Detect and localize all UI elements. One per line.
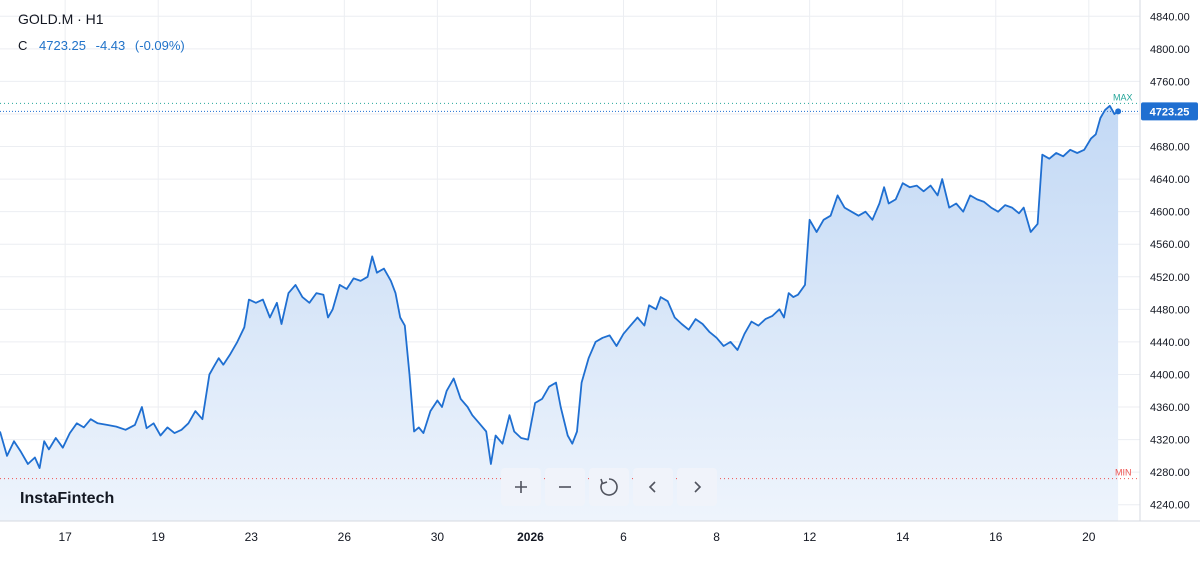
- x-tick-label: 30: [431, 530, 445, 544]
- y-tick-label: 4280.00: [1150, 467, 1190, 479]
- x-tick-label: 19: [152, 530, 166, 544]
- reset-icon: [600, 478, 618, 496]
- brand-logo: InstaFintech: [20, 490, 115, 507]
- y-tick-label: 4680.00: [1150, 142, 1190, 154]
- price-axis[interactable]: 4240.00 4280.00 4320.00 4360.00 4400.00 4440.…: [1139, 0, 1198, 521]
- chart-toolbar: [501, 468, 717, 506]
- x-tick-label: 6: [620, 530, 627, 544]
- last-price-badge: [1141, 102, 1198, 121]
- y-tick-label: 4320.00: [1150, 435, 1190, 447]
- chart-legend: GOLD.M · H1 C 4723.25 -4.43 (-0.09%): [18, 10, 191, 54]
- y-tick-label: 4640.00: [1150, 174, 1190, 186]
- x-tick-label: 16: [989, 530, 1003, 544]
- min-label: MIN: [1115, 468, 1132, 478]
- close-label: C: [18, 38, 28, 53]
- x-tick-label: 26: [338, 530, 352, 544]
- y-tick-label: 4800.00: [1150, 44, 1190, 56]
- y-tick-label: 4240.00: [1150, 500, 1190, 512]
- y-tick-label: 4840.00: [1150, 11, 1190, 23]
- price-area-fill: [0, 105, 1119, 522]
- y-tick-label: 4560.00: [1150, 239, 1190, 251]
- reference-lines: MAX MIN: [0, 92, 1140, 480]
- x-tick-label: 14: [896, 530, 910, 544]
- y-tick-label: 4600.00: [1150, 207, 1190, 219]
- reset-button[interactable]: [589, 468, 629, 506]
- x-tick-label: 23: [245, 530, 259, 544]
- y-tick-label: 4440.00: [1150, 337, 1190, 349]
- scroll-left-button[interactable]: [633, 468, 673, 506]
- y-tick-label: 4360.00: [1150, 402, 1190, 414]
- zoom-out-button[interactable]: [545, 468, 585, 506]
- y-tick-label: 4520.00: [1150, 272, 1190, 284]
- max-label: MAX: [1113, 92, 1133, 102]
- x-tick-label: 20: [1082, 530, 1096, 544]
- last-price-dot: [1115, 108, 1122, 115]
- x-tick-label: 17: [58, 530, 72, 544]
- x-tick-label: 12: [803, 530, 817, 544]
- scroll-right-button[interactable]: [677, 468, 717, 506]
- chevron-right-icon: [694, 481, 702, 493]
- close-value: 4723.25: [39, 38, 87, 53]
- y-tick-label: 4480.00: [1150, 304, 1190, 316]
- x-tick-label: 8: [713, 530, 720, 544]
- price-line: [0, 104, 1119, 469]
- change-percent: (-0.09%): [134, 38, 185, 53]
- symbol-title: GOLD.M · H1: [18, 11, 104, 27]
- ohlc-row: C 4723.25 -4.43 (-0.09%): [18, 38, 191, 54]
- minus-icon: [559, 486, 571, 488]
- time-axis[interactable]: 17 19 23 26 30 2026 6 8 12 14 16 20: [0, 520, 1200, 544]
- zoom-in-button[interactable]: [501, 468, 541, 506]
- last-price-badge-label: 4723.25: [1150, 106, 1190, 118]
- y-tick-label: 4400.00: [1150, 369, 1190, 381]
- change-value: -4.43: [95, 38, 126, 53]
- x-tick-label: 2026: [517, 530, 544, 544]
- chevron-left-icon: [648, 481, 656, 493]
- y-tick-label: 4760.00: [1150, 76, 1190, 88]
- plus-icon: [515, 481, 527, 493]
